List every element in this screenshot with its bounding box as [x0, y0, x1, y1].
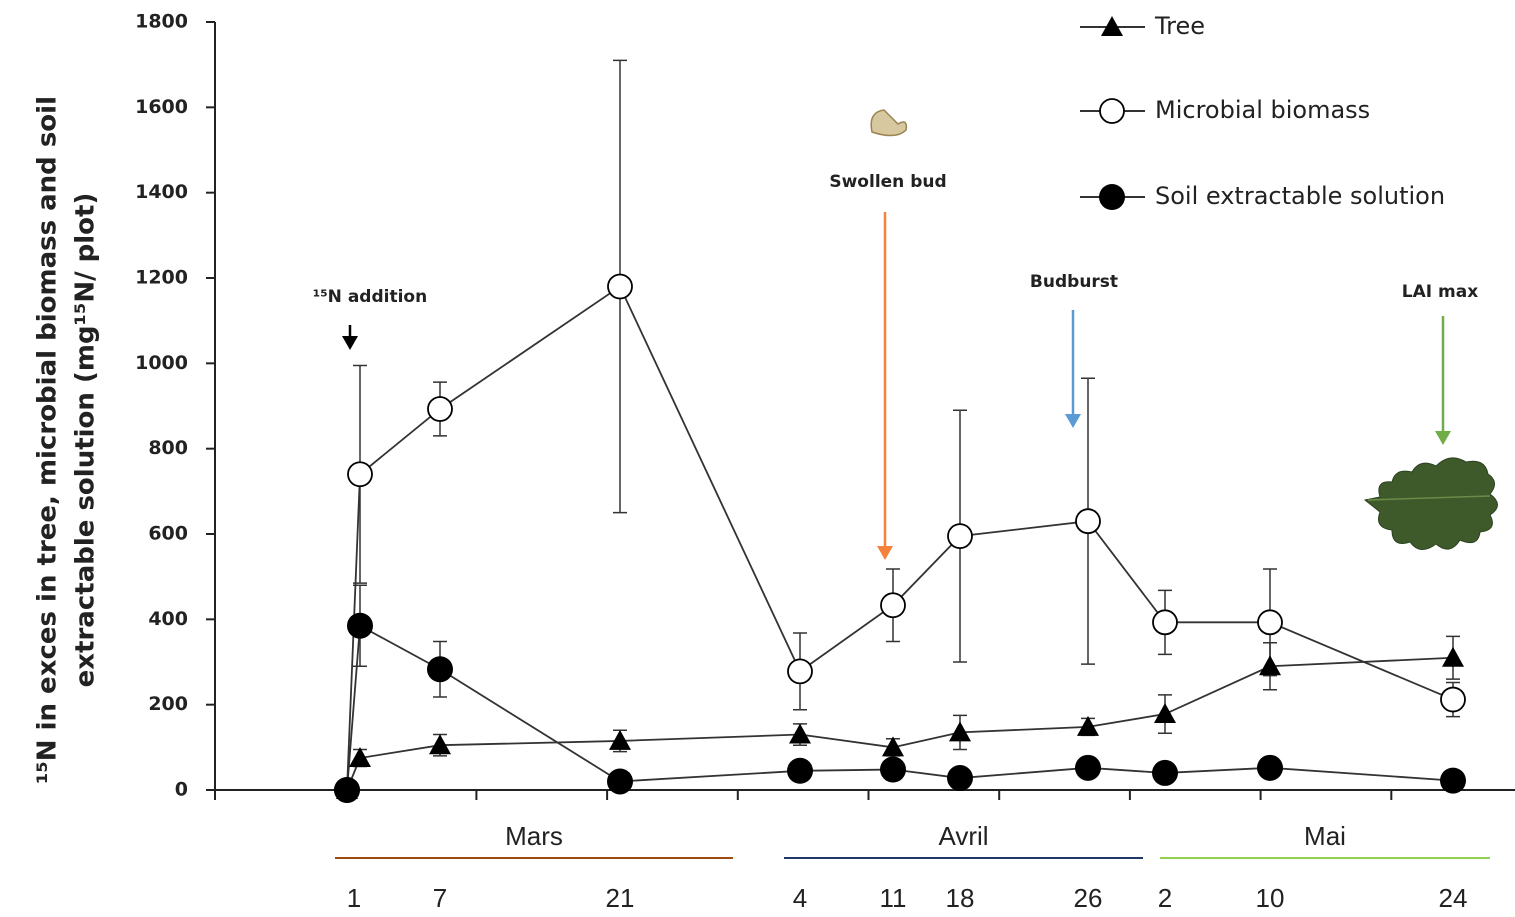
marker [608, 275, 632, 299]
date-label: 11 [880, 883, 907, 913]
marker [881, 593, 905, 617]
annotation: Swollen bud [829, 172, 946, 192]
marker [789, 724, 811, 744]
month-label: Avril [938, 821, 988, 851]
annotation: ¹⁵N addition [313, 287, 427, 307]
y-tick-label: 1800 [135, 11, 188, 33]
date-label: 1 [347, 883, 361, 913]
marker [947, 765, 973, 791]
marker [1153, 610, 1177, 634]
marker [347, 613, 373, 639]
bud-icon [871, 110, 906, 136]
marker [1440, 768, 1466, 794]
y-tick-label: 1600 [135, 96, 188, 118]
annotation-arrowhead [1065, 414, 1081, 428]
leaf-icon [1365, 458, 1498, 550]
marker [1258, 610, 1282, 634]
marker [334, 777, 360, 803]
marker [1100, 99, 1124, 123]
marker [948, 524, 972, 548]
chart: 0 200 400 600 800 1000 1200 1400 1600 1800 ¹⁵N in … [0, 0, 1515, 917]
date-label: 26 [1074, 883, 1103, 913]
y-axis-label: ¹⁵N in exces in tree, microbial biomass … [33, 96, 63, 784]
annotation-arrowhead [1435, 431, 1451, 445]
marker [348, 462, 372, 486]
y-tick-label: 1400 [135, 181, 188, 203]
marker [428, 397, 452, 421]
annotation-arrowhead [877, 546, 893, 560]
date-label: 24 [1439, 883, 1468, 913]
marker [607, 768, 633, 794]
marker [427, 656, 453, 682]
date-label: 4 [793, 883, 807, 913]
date-label: 21 [606, 883, 635, 913]
annotation-arrowhead [342, 336, 358, 350]
date-label: 7 [433, 883, 447, 913]
marker [1154, 703, 1176, 723]
y-tick-label: 1200 [135, 267, 188, 289]
date-label: 10 [1256, 883, 1285, 913]
y-axis-label: extractable solution (mg¹⁵N/ plot) [71, 193, 101, 688]
marker [1076, 509, 1100, 533]
y-tick-label: 600 [148, 523, 188, 545]
y-tick-label: 400 [148, 608, 188, 630]
marker [788, 659, 812, 683]
marker [880, 757, 906, 783]
date-label: 2 [1158, 883, 1172, 913]
marker [1257, 755, 1283, 781]
marker [1442, 647, 1464, 667]
legend-label: Microbial biomass [1155, 96, 1370, 124]
marker [1152, 760, 1178, 786]
month-label: Mars [505, 821, 563, 851]
y-tick-label: 800 [148, 437, 188, 459]
legend-label: Tree [1154, 12, 1205, 40]
annotation: LAI max [1402, 282, 1478, 302]
marker [1099, 184, 1125, 210]
legend-label: Soil extractable solution [1155, 182, 1445, 210]
annotation: Budburst [1030, 272, 1118, 292]
marker [1441, 688, 1465, 712]
y-tick-label: 200 [148, 693, 188, 715]
marker [1075, 755, 1101, 781]
y-tick-label: 1000 [135, 352, 188, 374]
date-label: 18 [946, 883, 975, 913]
marker [787, 758, 813, 784]
month-label: Mai [1304, 821, 1346, 851]
y-tick-label: 0 [175, 779, 188, 801]
